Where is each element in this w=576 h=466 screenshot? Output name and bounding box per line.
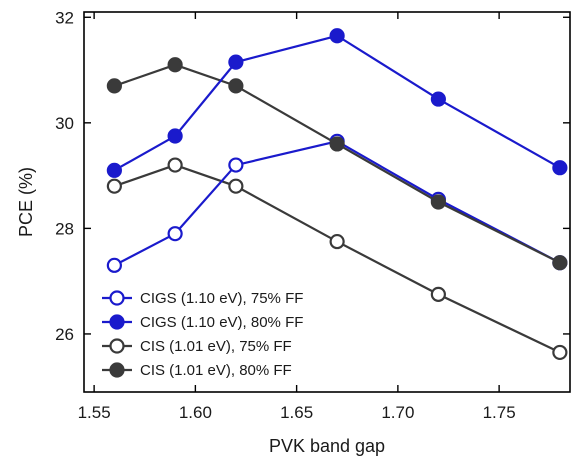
data-point [106, 162, 122, 178]
series-cigs-1-10-ev-80-ff [106, 28, 568, 178]
legend-entry: CIGS (1.10 eV), 75% FF [102, 290, 303, 307]
data-point [106, 78, 122, 94]
data-point [228, 78, 244, 94]
legend-marker [109, 314, 125, 330]
legend-marker [109, 362, 125, 378]
legend-marker [109, 338, 125, 354]
series-cis-1-01-ev-80-ff [106, 57, 568, 271]
data-point [329, 136, 345, 152]
legend-entry: CIS (1.01 eV), 75% FF [102, 338, 292, 355]
x-tick-label: 1.55 [78, 403, 111, 422]
data-point [106, 178, 122, 194]
data-point [167, 157, 183, 173]
data-point [228, 178, 244, 194]
data-point [228, 54, 244, 70]
data-point [329, 28, 345, 44]
series-cigs-1-10-ev-75-ff [106, 133, 568, 273]
data-point [106, 257, 122, 273]
legend-entry: CIS (1.01 eV), 80% FF [102, 362, 292, 379]
y-tick-label: 30 [55, 114, 74, 133]
plot-frame [83, 11, 571, 393]
series-line [113, 34, 561, 172]
legend-label: CIGS (1.10 eV), 75% FF [140, 290, 303, 307]
axes: 1.55 1.60 1.65 1.70 1.75 26 28 30 32 [55, 8, 571, 422]
data-point [430, 194, 446, 210]
series-line [113, 140, 561, 267]
x-tick-label: 1.65 [280, 403, 313, 422]
legend-label: CIS (1.01 eV), 80% FF [140, 362, 292, 379]
data-point [552, 160, 568, 176]
data-point [167, 226, 183, 242]
data-point [167, 128, 183, 144]
y-tick-label: 26 [55, 325, 74, 344]
data-point [552, 344, 568, 361]
x-axis-title: PVK band gap [269, 436, 385, 456]
y-tick-label: 32 [55, 8, 74, 27]
data-point [329, 233, 345, 250]
data-point [552, 255, 568, 271]
series-line [114, 63, 561, 264]
legend-label: CIS (1.01 eV), 75% FF [140, 338, 292, 355]
series-cis-1-01-ev-75-ff [106, 157, 568, 361]
data-point [430, 286, 446, 302]
plot-area [106, 28, 568, 361]
x-tick-label: 1.75 [483, 403, 516, 422]
y-axis-title: PCE (%) [16, 167, 36, 237]
data-point [167, 57, 183, 73]
x-tick-label: 1.70 [381, 403, 414, 422]
legend: CIGS (1.10 eV), 75% FF CIGS (1.10 eV), 80… [102, 290, 303, 379]
legend-entry: CIGS (1.10 eV), 80% FF [102, 314, 303, 331]
data-point [430, 91, 446, 107]
data-point [228, 157, 244, 173]
legend-marker [109, 290, 125, 306]
series-line [114, 163, 561, 354]
x-tick-label: 1.60 [179, 403, 212, 422]
legend-label: CIGS (1.10 eV), 80% FF [140, 314, 303, 331]
y-tick-label: 28 [55, 219, 74, 238]
